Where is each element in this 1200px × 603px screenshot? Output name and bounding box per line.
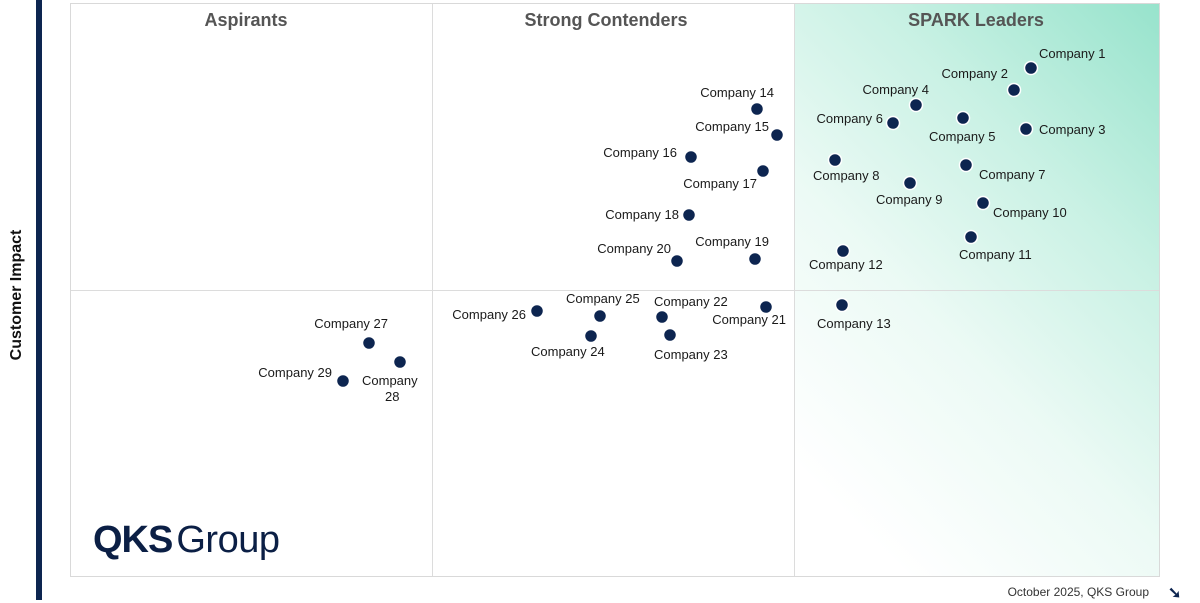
quadrant-title-aspirants: Aspirants [204,10,288,30]
quadrant-title-spark-leaders: SPARK Leaders [908,10,1044,30]
data-point-company-12: Company 12 [809,243,883,272]
point-marker [749,101,765,117]
data-point-company-14: Company 14 [700,85,774,117]
data-point-company-10: Company 10 [975,195,1067,220]
point-marker [529,303,545,319]
data-point-company-6: Company 6 [817,111,901,131]
point-label: Company 28 [362,373,418,404]
data-point-company-4: Company 4 [863,82,929,113]
point-label: Company 10 [993,205,1067,220]
point-marker [669,253,685,269]
data-point-company-2: Company 2 [942,66,1022,98]
point-marker [769,127,785,143]
point-marker [681,207,697,223]
point-marker [908,97,924,113]
logo-text-qks: QKS [93,519,173,561]
data-point-company-22: Company 22 [654,294,728,325]
point-marker [583,328,599,344]
point-label: Company 27 [314,316,388,331]
data-point-company-7: Company 7 [958,157,1045,182]
data-point-company-8: Company 8 [813,152,879,183]
point-marker [592,308,608,324]
point-marker [955,110,971,126]
arrow-icon: ➘ [1168,585,1182,602]
data-point-company-21: Company 21 [712,299,786,327]
point-marker [902,175,918,191]
data-point-company-17: Company 17 [683,163,771,191]
point-label: Company 11 [959,247,1032,262]
point-marker [958,157,974,173]
point-label: Company 22 [654,294,728,309]
footer-date-source: October 2025, QKS Group [1007,585,1149,599]
point-marker [975,195,991,211]
data-point-company-9: Company 9 [876,175,942,207]
point-label: Company 7 [979,167,1045,182]
data-point-company-26: Company 26 [452,303,545,322]
plot-area [70,3,1160,577]
point-label: Company 4 [863,82,929,97]
point-marker [654,309,670,325]
point-label: Company 14 [700,85,774,100]
quadrant-title-strong-contenders: Strong Contenders [524,10,688,30]
point-marker [963,229,979,245]
point-label: Company 1 [1039,46,1105,61]
point-marker [834,297,850,313]
point-marker [885,115,901,131]
data-point-company-18: Company 18 [605,207,697,223]
point-label: Company 23 [654,347,728,362]
point-label: Company 19 [695,234,769,249]
point-label: Company 24 [531,344,605,359]
point-label: Company 6 [817,111,883,126]
point-label: Company 12 [809,257,883,272]
data-point-company-28: Company 28 [362,354,418,404]
point-label: Company 9 [876,192,942,207]
point-marker [392,354,408,370]
point-marker [827,152,843,168]
point-marker [1018,121,1034,137]
point-label: Company 5 [929,129,995,144]
point-label: Company 3 [1039,122,1105,137]
data-point-company-20: Company 20 [597,241,685,269]
data-point-company-13: Company 13 [817,297,891,331]
point-label: Company 8 [813,168,879,183]
point-marker [335,373,351,389]
data-point-company-29: Company 29 [258,365,351,389]
data-point-company-19: Company 19 [695,234,769,267]
data-point-company-16: Company 16 [603,145,699,165]
data-point-company-27: Company 27 [314,316,388,351]
point-marker [361,335,377,351]
qks-group-logo: QKS Group [93,519,280,562]
data-point-company-11: Company 11 [959,229,1032,262]
point-label: Company 26 [452,307,526,322]
data-point-company-3: Company 3 [1018,121,1105,137]
point-label: Company 20 [597,241,671,256]
point-marker [755,163,771,179]
point-label: Company 2 [942,66,1008,81]
point-label: Company 21 [712,312,786,327]
point-marker [662,327,678,343]
point-label: Company 17 [683,176,757,191]
point-marker [758,299,774,315]
point-label: Company 16 [603,145,677,160]
point-label: Company 18 [605,207,679,222]
left-axis-bar [36,0,42,600]
point-marker [1006,82,1022,98]
data-point-company-5: Company 5 [929,110,995,144]
point-label: Company 15 [695,119,769,134]
point-marker [1023,60,1039,76]
point-marker [835,243,851,259]
data-point-company-23: Company 23 [654,327,728,362]
point-label: Company 29 [258,365,332,380]
logo-text-group: Group [176,519,280,561]
point-label: Company 13 [817,316,891,331]
data-point-company-24: Company 24 [531,328,605,359]
point-label: Company 25 [566,291,640,306]
point-marker [683,149,699,165]
quadrant-divider-horizontal [71,290,1159,291]
point-marker [747,251,763,267]
data-point-company-1: Company 1 [1023,46,1105,76]
data-point-company-25: Company 25 [566,291,640,324]
data-point-company-15: Company 15 [695,119,785,143]
